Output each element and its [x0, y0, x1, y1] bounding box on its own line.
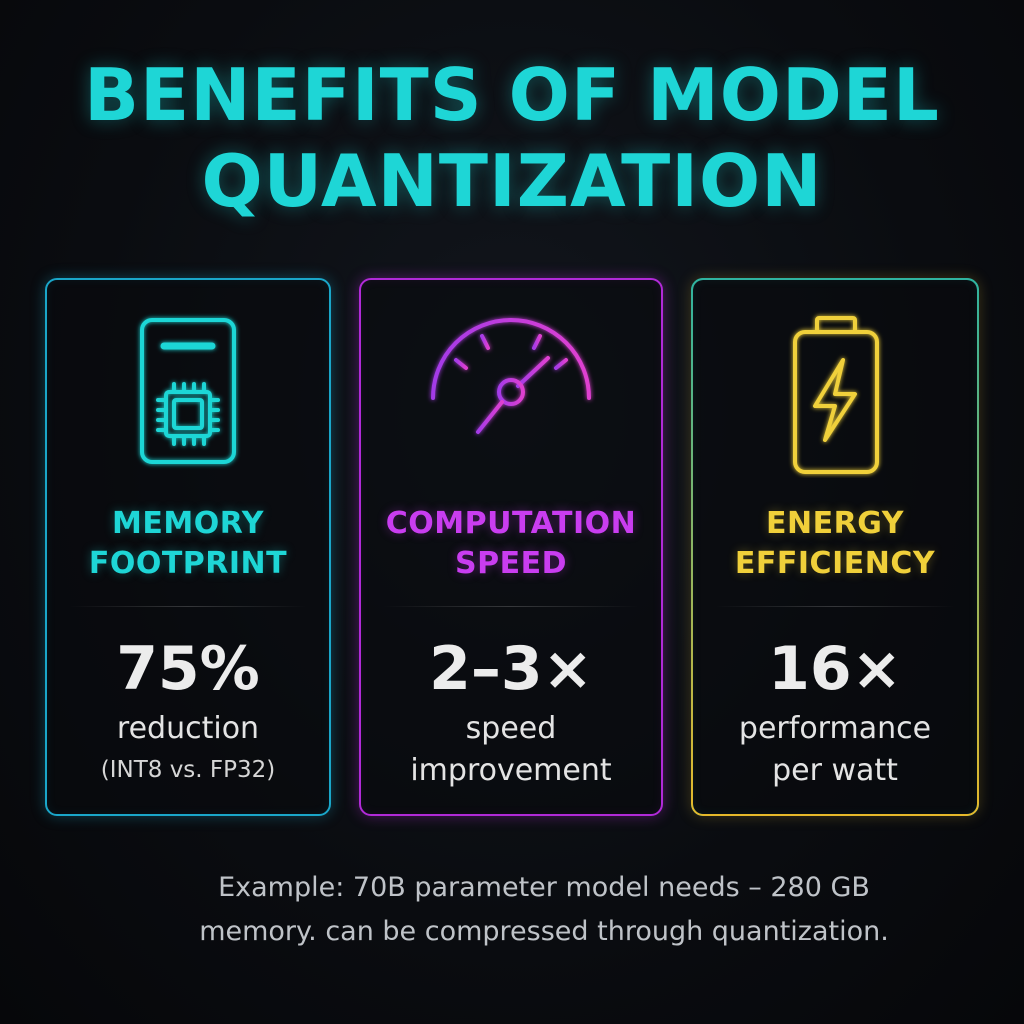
stat-value: 2–3×	[429, 634, 593, 704]
stat-description: performance per watt	[738, 711, 932, 788]
footnote: Example: 70B parameter model needs – 280…	[199, 872, 889, 947]
memory-chip-icon	[47, 308, 329, 478]
card-computation-speed: COMPUTATION SPEED 2–3× speed improvement	[359, 278, 663, 816]
divider	[383, 606, 639, 607]
card-title: ENERGY EFFICIENCY	[734, 506, 936, 581]
page-title: BENEFITS OF MODEL QUANTIZATION	[0, 52, 1024, 224]
title-line-1: BENEFITS OF MODEL	[84, 53, 940, 137]
stat-value: 16×	[768, 634, 902, 704]
stat-value: 75%	[116, 634, 260, 704]
card-memory-footprint: MEMORY FOOTPRINT 75% reduction (INT8 vs.…	[45, 278, 331, 816]
divider	[715, 606, 955, 607]
battery-icon	[693, 308, 977, 478]
speedometer-icon	[361, 308, 661, 478]
card-title: COMPUTATION SPEED	[385, 506, 637, 581]
card-energy-efficiency: ENERGY EFFICIENCY 16× performance per wa…	[691, 278, 979, 816]
card-title: MEMORY FOOTPRINT	[88, 506, 288, 581]
divider	[69, 606, 307, 607]
title-line-2: QUANTIZATION	[201, 139, 823, 223]
stat-description: speed improvement	[410, 711, 612, 788]
stat-description: reduction (INT8 vs. FP32)	[100, 711, 276, 783]
